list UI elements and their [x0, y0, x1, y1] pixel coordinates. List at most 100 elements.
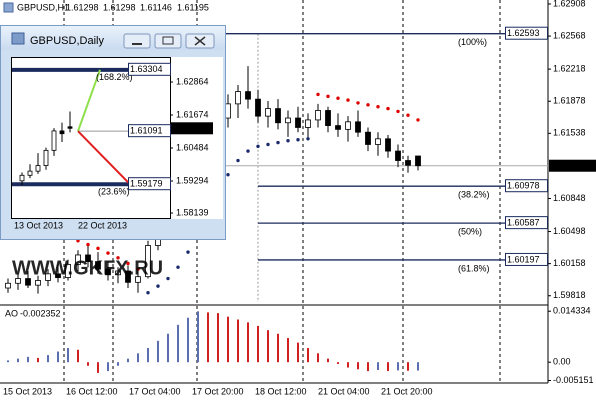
- fib-price-box: [505, 216, 548, 230]
- x-tick-label: 17 Oct 04:00: [129, 386, 181, 396]
- symbol-icon: [3, 2, 14, 13]
- inset-last-price-box: [171, 122, 213, 135]
- ao-bar: [357, 362, 359, 370]
- candle-body: [355, 121, 361, 133]
- fib-up-line: [77, 69, 101, 132]
- watermark: WWW.GKFX.RU: [12, 257, 163, 279]
- indicator-dot: [326, 94, 330, 99]
- candle-body: [415, 155, 421, 167]
- candle-body: [365, 131, 371, 145]
- inset-level-label: 1.59179: [130, 179, 163, 189]
- inset-candle-body: [51, 130, 57, 151]
- ao-bar: [297, 342, 299, 363]
- ao-bar: [337, 362, 339, 364]
- candle-body: [95, 261, 101, 270]
- ao-bar: [367, 362, 369, 372]
- ao-bar: [387, 362, 389, 372]
- fib-percent: (61.8%): [458, 263, 490, 273]
- candle-body: [405, 160, 411, 166]
- ao-bar: [207, 312, 209, 363]
- indicator-dot: [376, 105, 380, 109]
- indicator-dot: [246, 149, 250, 153]
- fib-price-label: 1.60587: [507, 218, 540, 228]
- header-value: 1.61195: [177, 2, 209, 12]
- indicator-dot: [396, 109, 400, 114]
- ao-bar: [227, 316, 229, 363]
- indicator-dot: [276, 140, 280, 145]
- fib-price-label: 1.60978: [507, 181, 540, 191]
- inset-y-tick-label: 1.58139: [176, 207, 209, 217]
- fib-percent: (38.2%): [458, 190, 490, 200]
- ao-bar: [197, 311, 199, 363]
- minimize-button[interactable]: [123, 33, 151, 49]
- inset-plot-border: [11, 57, 171, 219]
- ao-bar: [317, 353, 319, 363]
- candle-body: [315, 110, 321, 121]
- candle-body: [265, 108, 271, 117]
- fib-percent: (23.6%): [98, 187, 130, 197]
- indicator-dot: [416, 118, 420, 122]
- indicator-dot: [166, 276, 170, 281]
- indicator-dot: [116, 256, 120, 260]
- candle-body: [5, 282, 11, 289]
- inset-y-tick-label: 1.61674: [176, 109, 209, 119]
- indicator-dot: [296, 138, 300, 142]
- inset-candle-body: [27, 170, 33, 176]
- indicator-dot: [406, 113, 410, 117]
- ao-bar: [47, 355, 49, 363]
- indicator-dot: [356, 101, 360, 105]
- candle-body: [55, 273, 61, 279]
- header-value: 1.61298: [103, 2, 136, 12]
- indicator-dot: [256, 144, 260, 149]
- ao-bar: [17, 358, 19, 363]
- candle-body: [85, 254, 91, 262]
- ao-bar: [127, 358, 129, 363]
- indicator-dot: [186, 250, 190, 254]
- inset-level-label: 1.63304: [130, 64, 163, 74]
- candle-body: [295, 117, 301, 128]
- candle-body: [305, 119, 311, 128]
- candle-body: [275, 108, 281, 124]
- candle-body: [125, 270, 131, 283]
- inset-y-tick-label: 1.60484: [176, 142, 209, 152]
- inset-background: [11, 57, 223, 219]
- y-tick-label: 1.61878: [553, 96, 586, 106]
- ao-bar: [187, 317, 189, 363]
- inset-x-tick-label: 22 Oct 2013: [78, 220, 127, 230]
- y-tick-label: 1.61538: [553, 128, 586, 138]
- window-icon: [11, 32, 25, 45]
- ao-title: AO: [5, 308, 18, 318]
- inset-level-label: 1.61091: [130, 126, 163, 136]
- inset-level-box: [128, 177, 171, 191]
- candle-body: [335, 125, 341, 130]
- maximize-button[interactable]: [154, 33, 182, 49]
- ao-bar: [177, 324, 179, 363]
- candle-body: [105, 268, 111, 276]
- candle-body: [15, 278, 21, 284]
- ao-bar: [327, 358, 329, 363]
- candle-body: [255, 98, 261, 117]
- chart-title: GBPUSD,H1: [17, 2, 69, 12]
- candle-body: [325, 110, 331, 126]
- fib-price-box: [505, 252, 548, 266]
- ao-current: -0.002352: [20, 308, 61, 318]
- candle-body: [135, 276, 141, 283]
- ao-bar: [137, 353, 139, 363]
- inset-candle-body: [19, 174, 25, 182]
- ao-bar: [237, 319, 239, 363]
- x-tick-label: 18 Oct 12:00: [255, 386, 307, 396]
- ao-bar: [57, 351, 59, 363]
- candle-body: [385, 138, 391, 152]
- x-tick-label: 17 Oct 20:00: [192, 386, 244, 396]
- inset-level-box: [128, 124, 171, 138]
- candle-body: [65, 263, 71, 279]
- indicator-dot: [386, 106, 390, 111]
- ao-y-tick-label: 0.014334: [553, 306, 591, 316]
- ao-bar: [147, 347, 149, 363]
- indicator-dot: [96, 246, 100, 251]
- candle-body: [75, 254, 81, 265]
- candle-body: [285, 117, 291, 124]
- candle-body: [345, 121, 351, 130]
- indicator-dot: [86, 242, 90, 247]
